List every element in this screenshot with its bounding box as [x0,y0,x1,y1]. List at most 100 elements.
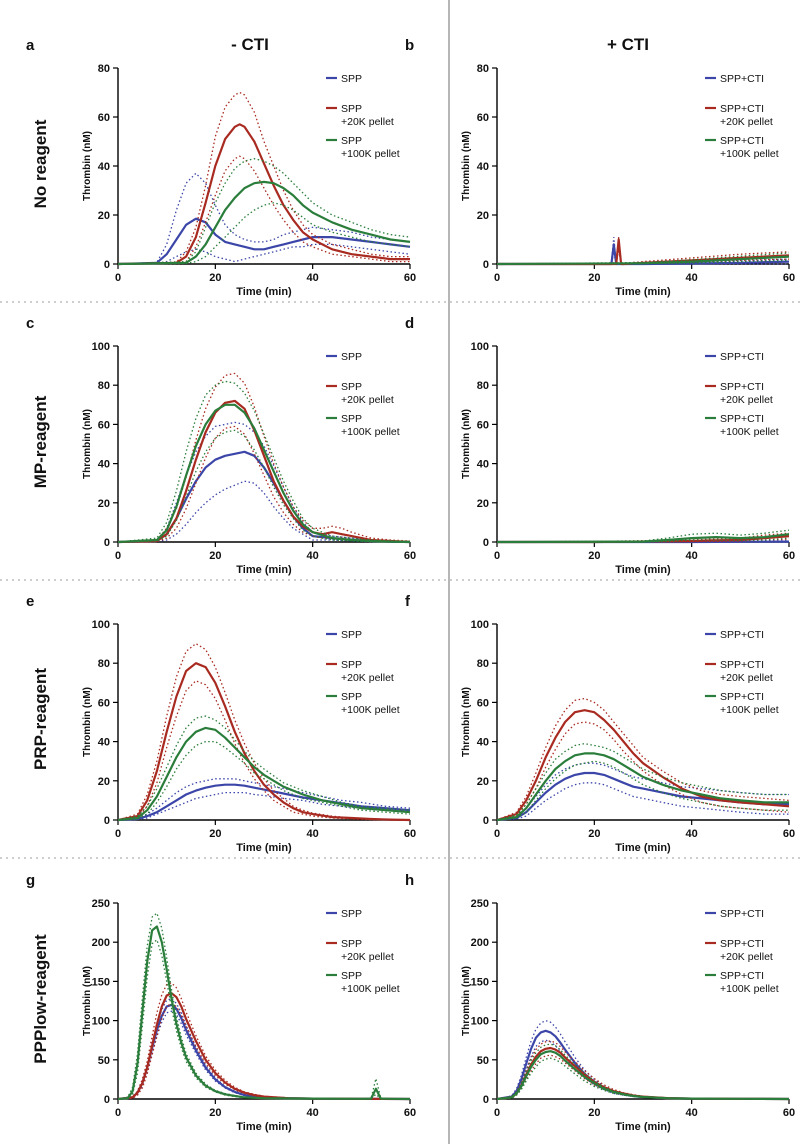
y-tick-label: 20 [98,498,110,510]
series-spp [117,421,411,544]
series-lower-band-line [117,425,411,543]
series-spp-cti-100k-pellet [496,742,789,822]
x-tick-label: 60 [783,828,795,840]
series-lower-band-line [496,1054,790,1100]
series-lower-band-line [496,760,789,821]
panel-h: h 0 50 100 150 200 250 0 20 40 60 Time (min) Thrombi… [405,872,795,1133]
y-tick-label: 100 [92,341,110,353]
legend-label: SPP [341,691,362,703]
legend-label: SPP [341,135,362,147]
legend-label: SPP+CTI [720,938,764,950]
x-tick-label: 0 [115,828,121,840]
legend-label: SPP [341,351,362,363]
y-axis-title: Thrombin (nM) [82,966,93,1036]
series-mean-line [117,217,411,266]
panel-b: b 0 20 40 60 80 0 20 40 60 Time (min) Thrombin (nM)… [405,37,795,298]
y-tick-label: 50 [477,1055,489,1067]
series-mean-line [496,709,790,822]
x-tick-label: 20 [209,1107,221,1119]
series-mean-line [496,1050,790,1101]
series-spp-cti-20k-pellet [496,237,790,266]
series-upper-band-line [117,91,410,265]
legend-label: SPP [341,413,362,425]
x-tick-label: 60 [404,272,416,284]
x-tick-label: 60 [404,1107,416,1119]
legend-label: SPP+CTI [720,691,764,703]
panel-letter-c: c [26,315,34,332]
series-spp-cti-20k-pellet [496,697,790,822]
series-mean-line [496,771,789,822]
y-tick-label: 60 [477,112,489,124]
series-upper-band-line [117,380,411,543]
y-tick-label: 20 [98,210,110,222]
x-tick-label: 0 [115,1107,121,1119]
series-mean-line [496,255,790,266]
x-tick-label: 60 [404,550,416,562]
series-mean-line [496,1029,790,1101]
y-tick-label: 60 [98,697,110,709]
x-tick-label: 60 [783,1107,795,1119]
panel-d: d 0 20 40 60 80 100 0 20 40 60 Time (min) Thrombin (… [405,315,795,576]
x-tick-label: 60 [404,828,416,840]
x-tick-label: 40 [686,272,698,284]
series-lower-band-line [117,480,410,543]
x-tick-label: 0 [494,272,500,284]
series-mean-line [496,533,790,544]
y-tick-label: 80 [98,380,110,392]
x-tick-label: 0 [115,272,121,284]
series-spp [117,997,411,1101]
legend-label: +20K pellet [341,116,394,128]
y-tick-label: 250 [471,898,489,910]
series-mean-line [117,992,411,1101]
y-tick-label: 200 [471,937,489,949]
y-tick-label: 40 [477,161,489,173]
y-tick-label: 20 [477,210,489,222]
x-tick-label: 20 [588,272,600,284]
y-tick-label: 20 [477,498,489,510]
x-tick-label: 20 [209,272,221,284]
legend-label: SPP [341,73,362,85]
series-lower-band-line [117,429,410,543]
y-tick-label: 0 [483,537,489,549]
legend-label: SPP [341,908,362,920]
y-tick-label: 200 [92,937,110,949]
series-lower-band-line [117,938,411,1100]
legend-label: SPP+CTI [720,970,764,982]
y-tick-label: 40 [98,459,110,471]
charts-layer: a 0 20 40 60 80 0 20 40 60 Time (min) Thrombin (nM)… [26,37,795,1133]
x-tick-label: 20 [209,828,221,840]
legend-label: SPP+CTI [720,351,764,363]
y-tick-label: 40 [477,459,489,471]
legend-label: SPP+CTI [720,629,764,641]
x-axis-title: Time (min) [236,564,292,576]
legend-label: +20K pellet [341,951,394,963]
y-tick-label: 20 [477,776,489,788]
legend-label: SPP [341,659,362,671]
x-tick-label: 20 [588,550,600,562]
x-tick-label: 0 [494,828,500,840]
series-upper-band-line [117,642,411,821]
series-upper-band-line [117,715,411,821]
legend-label: +100K pellet [341,983,400,995]
x-tick-label: 40 [307,828,319,840]
y-tick-label: 0 [483,1094,489,1106]
legend-label: +20K pellet [341,672,394,684]
panel-letter-e: e [26,593,34,610]
y-tick-label: 60 [98,419,110,431]
row-label-ppplow-reagent: PPPlow-reagent [31,934,50,1064]
legend-label: +100K pellet [720,426,779,438]
y-tick-label: 0 [104,537,110,549]
x-axis-title: Time (min) [615,286,671,298]
series-mean-line [496,752,789,822]
x-axis-title: Time (min) [615,842,671,854]
x-tick-label: 60 [783,272,795,284]
y-axis-title: Thrombin (nM) [82,409,93,479]
row-label-mp-reagent: MP-reagent [31,395,50,488]
series-mean-line [117,450,411,544]
series-lower-band-line [117,155,410,265]
